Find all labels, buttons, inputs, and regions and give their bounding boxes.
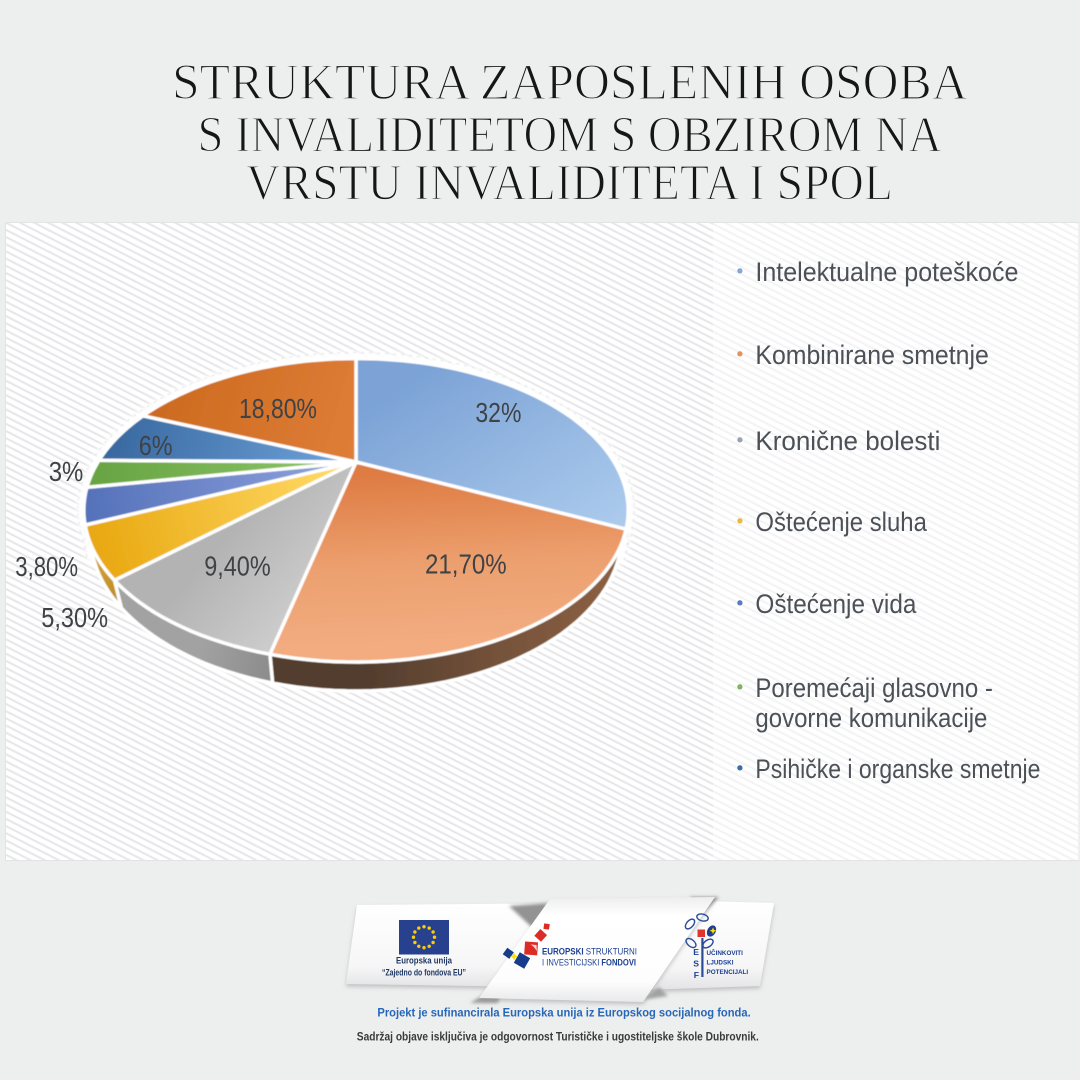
- svg-text:18,80%: 18,80%: [239, 393, 317, 424]
- svg-text:Kombinirane smetnje: Kombinirane smetnje: [755, 340, 988, 370]
- svg-text:32%: 32%: [475, 397, 521, 428]
- svg-text:E: E: [693, 947, 699, 957]
- svg-text:LJUDSKI: LJUDSKI: [707, 960, 734, 967]
- svg-text:21,70%: 21,70%: [425, 549, 507, 580]
- svg-text:Projekt je sufinancirala Europ: Projekt je sufinancirala Europska unija …: [377, 1006, 750, 1020]
- svg-text:Psihičke i organske smetnje: Psihičke i organske smetnje: [755, 754, 1040, 784]
- svg-text:Europska unija: Europska unija: [396, 956, 452, 966]
- svg-text:Intelektualne poteškoće: Intelektualne poteškoće: [755, 257, 1018, 287]
- svg-text:Kronične bolesti: Kronične bolesti: [755, 426, 940, 456]
- svg-text:govorne komunikacije: govorne komunikacije: [755, 703, 987, 733]
- svg-text:5,30%: 5,30%: [41, 602, 108, 633]
- svg-text:“Zajedno do fondova EU”: “Zajedno do fondova EU”: [382, 968, 466, 978]
- svg-text:I INVESTICIJSKI FONDOVI: I INVESTICIJSKI FONDOVI: [542, 957, 636, 968]
- svg-text:Oštećenje sluha: Oštećenje sluha: [755, 507, 927, 537]
- svg-text:UČINKOVITI: UČINKOVITI: [707, 948, 744, 957]
- svg-text:S: S: [693, 959, 699, 969]
- svg-text:3%: 3%: [49, 456, 84, 487]
- svg-text:VRSTU INVALIDITETA I SPOL: VRSTU INVALIDITETA I SPOL: [246, 156, 893, 212]
- svg-text:9,40%: 9,40%: [204, 551, 271, 582]
- svg-text:S INVALIDITETOM S OBZIROM NA: S INVALIDITETOM S OBZIROM NA: [198, 107, 943, 163]
- svg-text:6%: 6%: [139, 430, 173, 461]
- svg-text:Poremećaji glasovno -: Poremećaji glasovno -: [755, 673, 993, 703]
- svg-text:3,80%: 3,80%: [15, 551, 78, 582]
- svg-text:STRUKTURA ZAPOSLENIH OSOBA: STRUKTURA ZAPOSLENIH OSOBA: [172, 55, 968, 111]
- svg-text:Oštećenje vida: Oštećenje vida: [755, 589, 916, 619]
- svg-text:Sadržaj objave isključiva je o: Sadržaj objave isključiva je odgovornost…: [357, 1031, 759, 1044]
- svg-text:POTENCIJALI: POTENCIJALI: [707, 969, 749, 976]
- svg-text:F: F: [694, 970, 699, 980]
- svg-text:EUROPSKI STRUKTURNI: EUROPSKI STRUKTURNI: [542, 945, 637, 956]
